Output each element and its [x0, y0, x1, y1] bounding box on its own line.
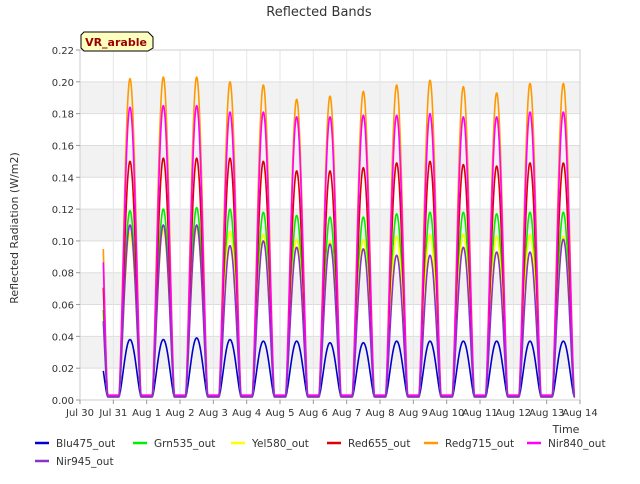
- legend-label: Blu475_out: [56, 438, 115, 450]
- y-tick-label: 0.00: [52, 396, 74, 407]
- badge-label: VR_arable: [85, 36, 147, 49]
- y-tick-labels: 0.00 0.02 0.04 0.06 0.08 0.10 0.12 0.14 0.16 0.18…: [52, 46, 74, 407]
- legend-label: Nir945_out: [56, 456, 114, 468]
- x-tick-label: Aug 3: [199, 408, 228, 419]
- y-tick-label: 0.04: [52, 332, 74, 343]
- x-tick-label: Aug 14: [562, 408, 597, 419]
- y-tick-label: 0.10: [52, 237, 74, 248]
- y-tick-label: 0.02: [52, 364, 74, 375]
- x-tick-label: Aug 1: [132, 408, 161, 419]
- y-tick-label: 0.18: [52, 110, 74, 121]
- x-tick-label: Aug 6: [299, 408, 328, 419]
- y-tick-label: 0.16: [52, 141, 74, 152]
- y-tick-label: 0.14: [52, 173, 74, 184]
- series-line-nir840-out: [102, 104, 576, 397]
- plot-band: [80, 272, 580, 305]
- y-tick-label: 0.06: [52, 301, 74, 312]
- x-tick-label: Aug 13: [529, 408, 564, 419]
- x-tick-label: Jul 30: [65, 408, 94, 419]
- badge-box: [80, 31, 154, 52]
- series-line-nir945-out: [102, 224, 576, 398]
- x-tick-label: Jul 31: [98, 408, 127, 419]
- legend-label: Yel580_out: [251, 438, 309, 450]
- x-tick-label: Aug 7: [332, 408, 361, 419]
- y-tick-label: 0.22: [52, 46, 74, 57]
- x-tick-label: Aug 10: [429, 408, 464, 419]
- y-axis-label: Reflected Radiation (W/m2): [8, 152, 21, 304]
- y-tick-label: 0.08: [52, 269, 74, 280]
- y-tick-label: 0.20: [52, 78, 74, 89]
- y-tick-label: 0.12: [52, 205, 74, 216]
- plot-frame: [79, 49, 581, 401]
- legend-label: Red655_out: [348, 438, 410, 450]
- legend-label: Redg715_out: [445, 438, 514, 450]
- x-tick-label: Aug 5: [265, 408, 294, 419]
- x-tick-label: Aug 9: [399, 408, 428, 419]
- x-axis-label: Time: [552, 423, 580, 436]
- x-tick-label: Aug 2: [165, 408, 194, 419]
- x-tick-labels: Jul 30 Jul 31 Aug 1 Aug 2 Aug 3 Aug 4 Aug 5 Aug…: [65, 408, 598, 419]
- x-tick-label: Aug 4: [232, 408, 261, 419]
- plot-band: [80, 209, 580, 241]
- legend-label: Grn535_out: [154, 438, 215, 450]
- vr-arable-badge: VR_arable: [80, 31, 154, 52]
- axes: [76, 49, 581, 404]
- x-tick-label: Aug 12: [496, 408, 531, 419]
- x-tick-label: Aug 11: [462, 408, 497, 419]
- series-lines: [102, 76, 576, 398]
- legend-label: Nir840_out: [548, 438, 606, 450]
- legend: Blu475_out Grn535_out Yel580_out Red655_out…: [35, 438, 606, 468]
- chart-title: Reflected Bands: [266, 5, 372, 20]
- x-tick-label: Aug 8: [365, 408, 394, 419]
